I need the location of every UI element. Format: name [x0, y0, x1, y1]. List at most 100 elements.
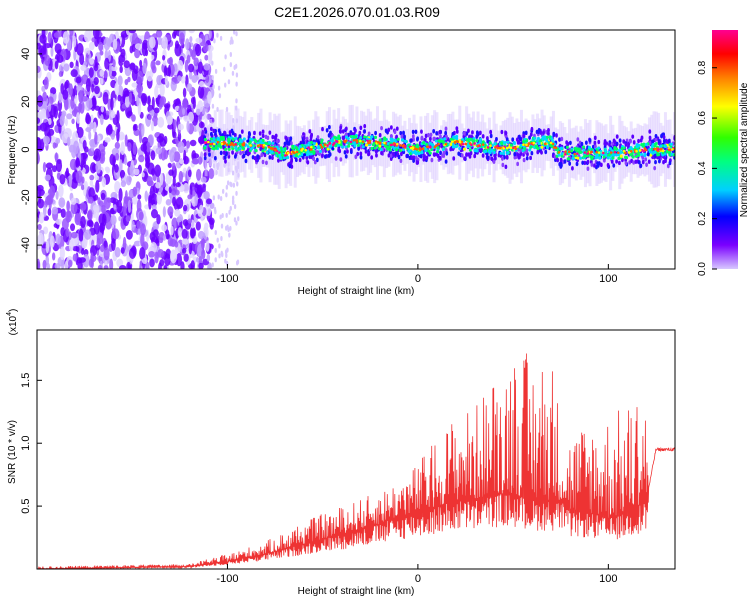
- ridge-cell: [466, 144, 470, 149]
- ridge-cell: [428, 141, 432, 145]
- noise-cell: [235, 190, 238, 196]
- ridge-cell: [277, 148, 281, 152]
- ridge-cell: [339, 142, 343, 146]
- ridge-cell: [412, 158, 416, 163]
- noise-cell: [127, 110, 133, 117]
- ridge-peak: [389, 143, 393, 147]
- ridge-peak: [455, 139, 459, 143]
- ridge-peak: [426, 145, 429, 149]
- noise-cell: [237, 216, 240, 222]
- ridge-cell: [339, 125, 343, 130]
- noise-cell: [117, 75, 123, 86]
- snr-x-ticks: -100 0 100: [216, 564, 618, 585]
- noise-cell: [220, 250, 223, 256]
- noise-cell: [54, 43, 62, 54]
- ridge-peak: [551, 142, 555, 146]
- noise-cell: [181, 238, 189, 245]
- ridge-cell: [511, 137, 515, 142]
- ridge-cell: [473, 153, 477, 159]
- ridge-peak: [418, 148, 422, 152]
- ridge-cell: [302, 140, 305, 145]
- noise-cell: [110, 97, 114, 111]
- ridge-cell: [298, 157, 302, 163]
- ridge-cell: [233, 133, 237, 138]
- snr-multiplier: (x104): [6, 309, 19, 336]
- ridge-peak: [234, 143, 238, 146]
- noise-cell: [187, 169, 192, 178]
- noise-cell: [140, 143, 148, 152]
- ridge-cell: [478, 130, 482, 136]
- noise-cell: [124, 78, 129, 86]
- noise-cell: [123, 90, 130, 97]
- noise-cell: [177, 227, 183, 238]
- noise-cell: [64, 260, 69, 269]
- ridge-peak: [204, 141, 207, 145]
- ridge-peak: [216, 140, 220, 144]
- spectrogram-x-tick-label: -100: [216, 273, 238, 285]
- ridge-peak: [220, 142, 224, 146]
- noise-cell: [156, 214, 161, 225]
- noise-cell: [93, 155, 98, 161]
- noise-cell: [83, 30, 91, 43]
- noise-cell: [97, 197, 101, 205]
- noise-cell: [196, 256, 200, 263]
- ridge-peak: [225, 143, 229, 147]
- noise-cell: [59, 173, 66, 185]
- noise-cell: [149, 258, 155, 268]
- ridge-cell: [303, 153, 307, 157]
- ridge-cell: [535, 139, 539, 143]
- ridge-cell: [463, 156, 466, 161]
- ridge-cell: [223, 131, 227, 136]
- noise-cell: [37, 184, 44, 192]
- noise-cell: [198, 256, 203, 265]
- ridge-cell: [359, 125, 363, 131]
- noise-cell: [100, 78, 104, 85]
- noise-cell: [182, 87, 187, 98]
- noise-cell: [44, 174, 51, 181]
- snr-x-axis-label: Height of straight line (km): [298, 586, 415, 597]
- ridge-cell: [395, 148, 399, 152]
- ridge-peak: [450, 140, 454, 143]
- noise-cell: [131, 114, 136, 122]
- noise-cell: [129, 62, 136, 71]
- ridge-cell: [375, 153, 378, 158]
- ridge-halo: [364, 115, 368, 168]
- noise-cell: [110, 110, 116, 119]
- ridge-cell: [233, 154, 237, 159]
- ridge-peak: [378, 142, 382, 145]
- ridge-cell: [604, 149, 608, 153]
- ridge-cell: [425, 143, 429, 147]
- noise-cell: [140, 223, 146, 236]
- ridge-cell: [662, 135, 666, 140]
- ridge-cell: [529, 132, 533, 137]
- ridge-cell: [432, 136, 436, 142]
- ridge-cell: [495, 136, 498, 142]
- ridge-cell: [574, 148, 578, 152]
- ridge-cell: [445, 151, 449, 156]
- noise-cell: [99, 244, 105, 253]
- ridge-cell: [648, 129, 652, 134]
- noise-cell: [229, 62, 233, 68]
- noise-cell: [165, 229, 170, 240]
- noise-cell: [187, 111, 195, 123]
- ridge-cell: [476, 132, 480, 137]
- ridge-cell: [298, 154, 302, 158]
- noise-cell: [68, 83, 73, 96]
- ridge-cell: [410, 155, 414, 161]
- ridge-cell: [481, 153, 485, 158]
- ridge-cell: [396, 137, 400, 141]
- ridge-peak: [256, 144, 260, 148]
- ridge-cell: [666, 150, 670, 154]
- ridge-cell: [339, 157, 343, 162]
- ridge-cell: [315, 150, 319, 155]
- noise-cell: [146, 180, 154, 186]
- ridge-cell: [208, 152, 211, 157]
- ridge-peak: [349, 140, 353, 144]
- ridge-cell: [424, 149, 428, 153]
- colorbar-tick-label: 0.6: [697, 111, 708, 125]
- noise-cell: [134, 43, 143, 50]
- noise-cell: [205, 240, 210, 252]
- noise-cell: [167, 162, 172, 168]
- ridge-cell: [565, 145, 569, 149]
- ridge-peak: [516, 145, 519, 148]
